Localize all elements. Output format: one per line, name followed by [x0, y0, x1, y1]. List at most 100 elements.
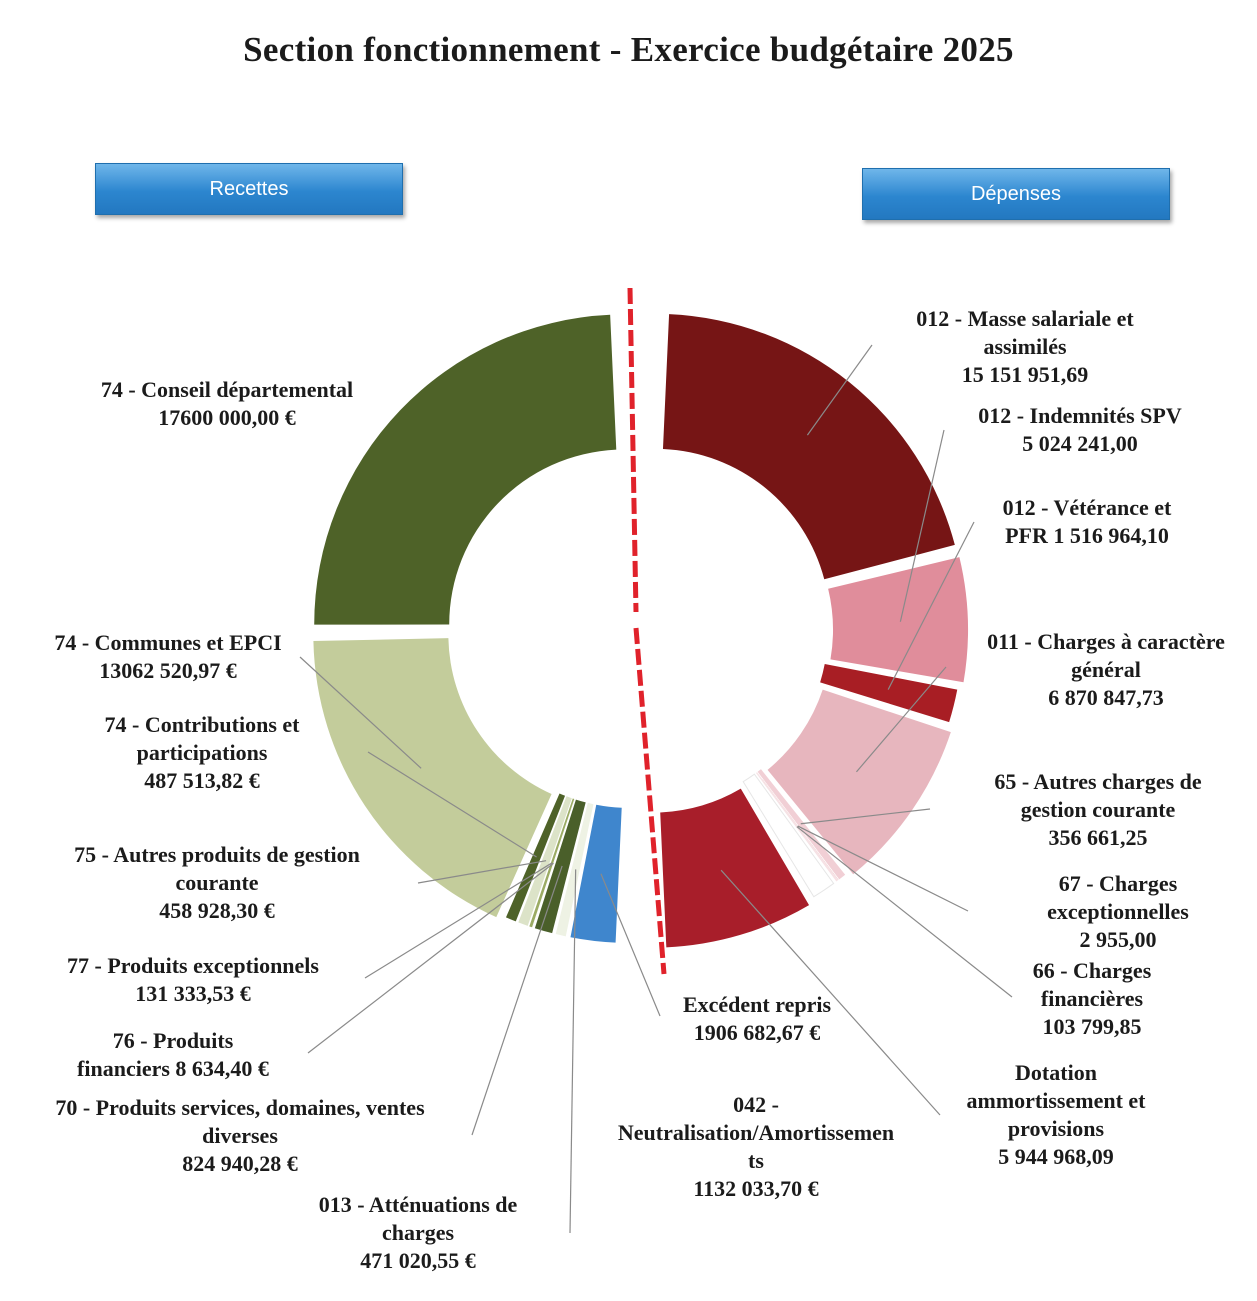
- leader-line: [899, 429, 945, 622]
- label-charges-exceptionnelles: 67 - Charges exceptionnelles 2 955,00: [1020, 870, 1216, 954]
- label-line: 012 - Masse salariale et: [916, 306, 1134, 331]
- leader-line: [800, 808, 931, 825]
- label-line: 1906 682,67 €: [693, 1020, 821, 1045]
- label-line: 5 024 241,00: [1022, 431, 1138, 456]
- label-autres-produits: 75 - Autres produits de gestion courante 4…: [46, 841, 388, 925]
- leader-line: [796, 826, 1013, 998]
- label-line: courante: [175, 870, 259, 895]
- label-line: provisions: [1007, 1116, 1105, 1141]
- slice-012-masse-salariale-et-assimiles: [662, 314, 955, 580]
- depenses-button[interactable]: Dépenses: [862, 168, 1170, 220]
- label-line: diverses: [202, 1123, 278, 1148]
- page-title: Section fonctionnement - Exercice budgét…: [243, 30, 1014, 69]
- label-line: Excédent repris: [682, 992, 832, 1017]
- leader-line: [806, 344, 873, 436]
- label-line: PFR 1 516 964,10: [1005, 523, 1169, 548]
- label-line: Neutralisation/Amortissemen: [617, 1120, 895, 1145]
- label-veterance-pfr: 012 - Vétérance et PFR 1 516 964,10: [982, 494, 1192, 550]
- label-line: 74 - Conseil départemental: [100, 377, 354, 402]
- slice-011-charges-a-caractere-general: [767, 689, 951, 875]
- label-line: ts: [748, 1148, 764, 1173]
- label-line: gestion courante: [1020, 797, 1176, 822]
- label-line: 356 661,25: [1048, 825, 1148, 850]
- label-line: 15 151 951,69: [961, 362, 1089, 387]
- slice-70-produits-services-domaines-ventes-diverses: [534, 799, 586, 934]
- label-indemnites-spv: 012 - Indemnités SPV 5 024 241,00: [958, 402, 1202, 458]
- label-line: général: [1071, 657, 1141, 682]
- label-line: 75 - Autres produits de gestion: [74, 842, 360, 867]
- slice-042-neutralisation-amortissements: [742, 773, 835, 898]
- label-line: 70 - Produits services, domaines, ventes: [55, 1095, 425, 1120]
- label-conseil-departemental: 74 - Conseil départemental 17600 000,00 €: [70, 376, 384, 432]
- label-excedent-repris: Excédent repris 1906 682,67 €: [666, 991, 848, 1047]
- label-line: 487 513,82 €: [144, 768, 260, 793]
- leader-line: [720, 869, 941, 1116]
- label-line: 012 - Indemnités SPV: [978, 403, 1182, 428]
- slice-74-contributions-et-participations: [505, 793, 566, 922]
- label-line: 74 - Contributions et: [104, 712, 300, 737]
- slice-012-indemnites-spv: [828, 557, 968, 683]
- label-line: 011 - Charges à caractère: [987, 629, 1225, 654]
- label-line: Dotation: [1015, 1060, 1097, 1085]
- label-line: 131 333,53 €: [135, 981, 251, 1006]
- label-contributions: 74 - Contributions et participations 487 5…: [80, 711, 324, 795]
- slice-013-attenuations-de-charges: [555, 802, 594, 937]
- label-line: financiers 8 634,40 €: [77, 1056, 269, 1081]
- leader-line: [855, 666, 947, 773]
- label-line: assimilés: [983, 334, 1067, 359]
- label-autres-charges: 65 - Autres charges de gestion courante 35…: [970, 768, 1226, 852]
- label-line: 1132 033,70 €: [693, 1176, 819, 1201]
- label-line: 65 - Autres charges de: [994, 769, 1202, 794]
- label-line: 67 - Charges: [1058, 871, 1178, 896]
- label-line: 012 - Vétérance et: [1002, 495, 1172, 520]
- label-line: 458 928,30 €: [159, 898, 275, 923]
- slice-dotation-ammortissement-et-provisions: [660, 788, 810, 948]
- slice-74-conseil-departemental: [314, 314, 617, 625]
- slice-012-veterance-et-pfr: [820, 663, 958, 723]
- leader-line: [569, 869, 577, 1234]
- leader-line: [797, 825, 969, 912]
- label-line: 824 940,28 €: [182, 1151, 298, 1176]
- label-line: 76 - Produits: [112, 1028, 234, 1053]
- label-line: 6 870 847,73: [1048, 685, 1164, 710]
- leader-line: [471, 865, 563, 1136]
- label-masse-salariale: 012 - Masse salariale et assimilés 15 151 …: [890, 305, 1160, 389]
- label-charges-financieres: 66 - Charges financières 103 799,85: [1014, 957, 1170, 1041]
- leader-line: [367, 751, 537, 858]
- label-dotation-amortissement: Dotation ammortissement et provisions 5 944…: [940, 1059, 1172, 1171]
- label-line: 5 944 968,09: [998, 1144, 1114, 1169]
- label-produits-exceptionnels: 77 - Produits exceptionnels 131 333,53 €: [40, 952, 346, 1008]
- label-communes-epci: 74 - Communes et EPCI 13062 520,97 €: [32, 629, 304, 685]
- leader-line: [364, 862, 553, 979]
- label-line: participations: [136, 740, 268, 765]
- divider-line: [627, 287, 639, 613]
- leader-line: [600, 873, 661, 1017]
- label-line: 2 955,00: [1079, 927, 1157, 952]
- label-produits-financiers: 76 - Produits financiers 8 634,40 €: [52, 1027, 294, 1083]
- label-line: 13062 520,97 €: [99, 658, 237, 683]
- label-produits-services: 70 - Produits services, domaines, ventes…: [20, 1094, 460, 1178]
- slice-74-communes-et-epci: [313, 638, 552, 918]
- label-line: 013 - Atténuations de: [318, 1192, 518, 1217]
- label-line: exceptionnelles: [1047, 899, 1189, 924]
- leader-line: [307, 862, 554, 1054]
- slice-excedent-repris: [570, 804, 622, 943]
- label-attenuations: 013 - Atténuations de charges 471 020,55 €: [298, 1191, 538, 1275]
- label-line: 74 - Communes et EPCI: [54, 630, 282, 655]
- label-line: 471 020,55 €: [360, 1248, 476, 1273]
- leader-line: [299, 656, 422, 769]
- label-line: 042 -: [733, 1092, 779, 1117]
- label-line: financières: [1040, 986, 1144, 1011]
- label-neutralisation: 042 - Neutralisation/Amortissemen ts 1132 0…: [584, 1091, 928, 1203]
- recettes-button[interactable]: Recettes: [95, 163, 403, 215]
- divider-line: [633, 627, 667, 975]
- label-line: 103 799,85: [1042, 1014, 1142, 1039]
- label-charges-generales: 011 - Charges à caractère général 6 870 84…: [962, 628, 1250, 712]
- label-line: 17600 000,00 €: [158, 405, 296, 430]
- leader-line: [417, 860, 547, 884]
- label-line: 77 - Produits exceptionnels: [67, 953, 319, 978]
- label-line: ammortissement et: [966, 1088, 1146, 1113]
- leader-line: [887, 521, 975, 690]
- label-line: 66 - Charges: [1032, 958, 1152, 983]
